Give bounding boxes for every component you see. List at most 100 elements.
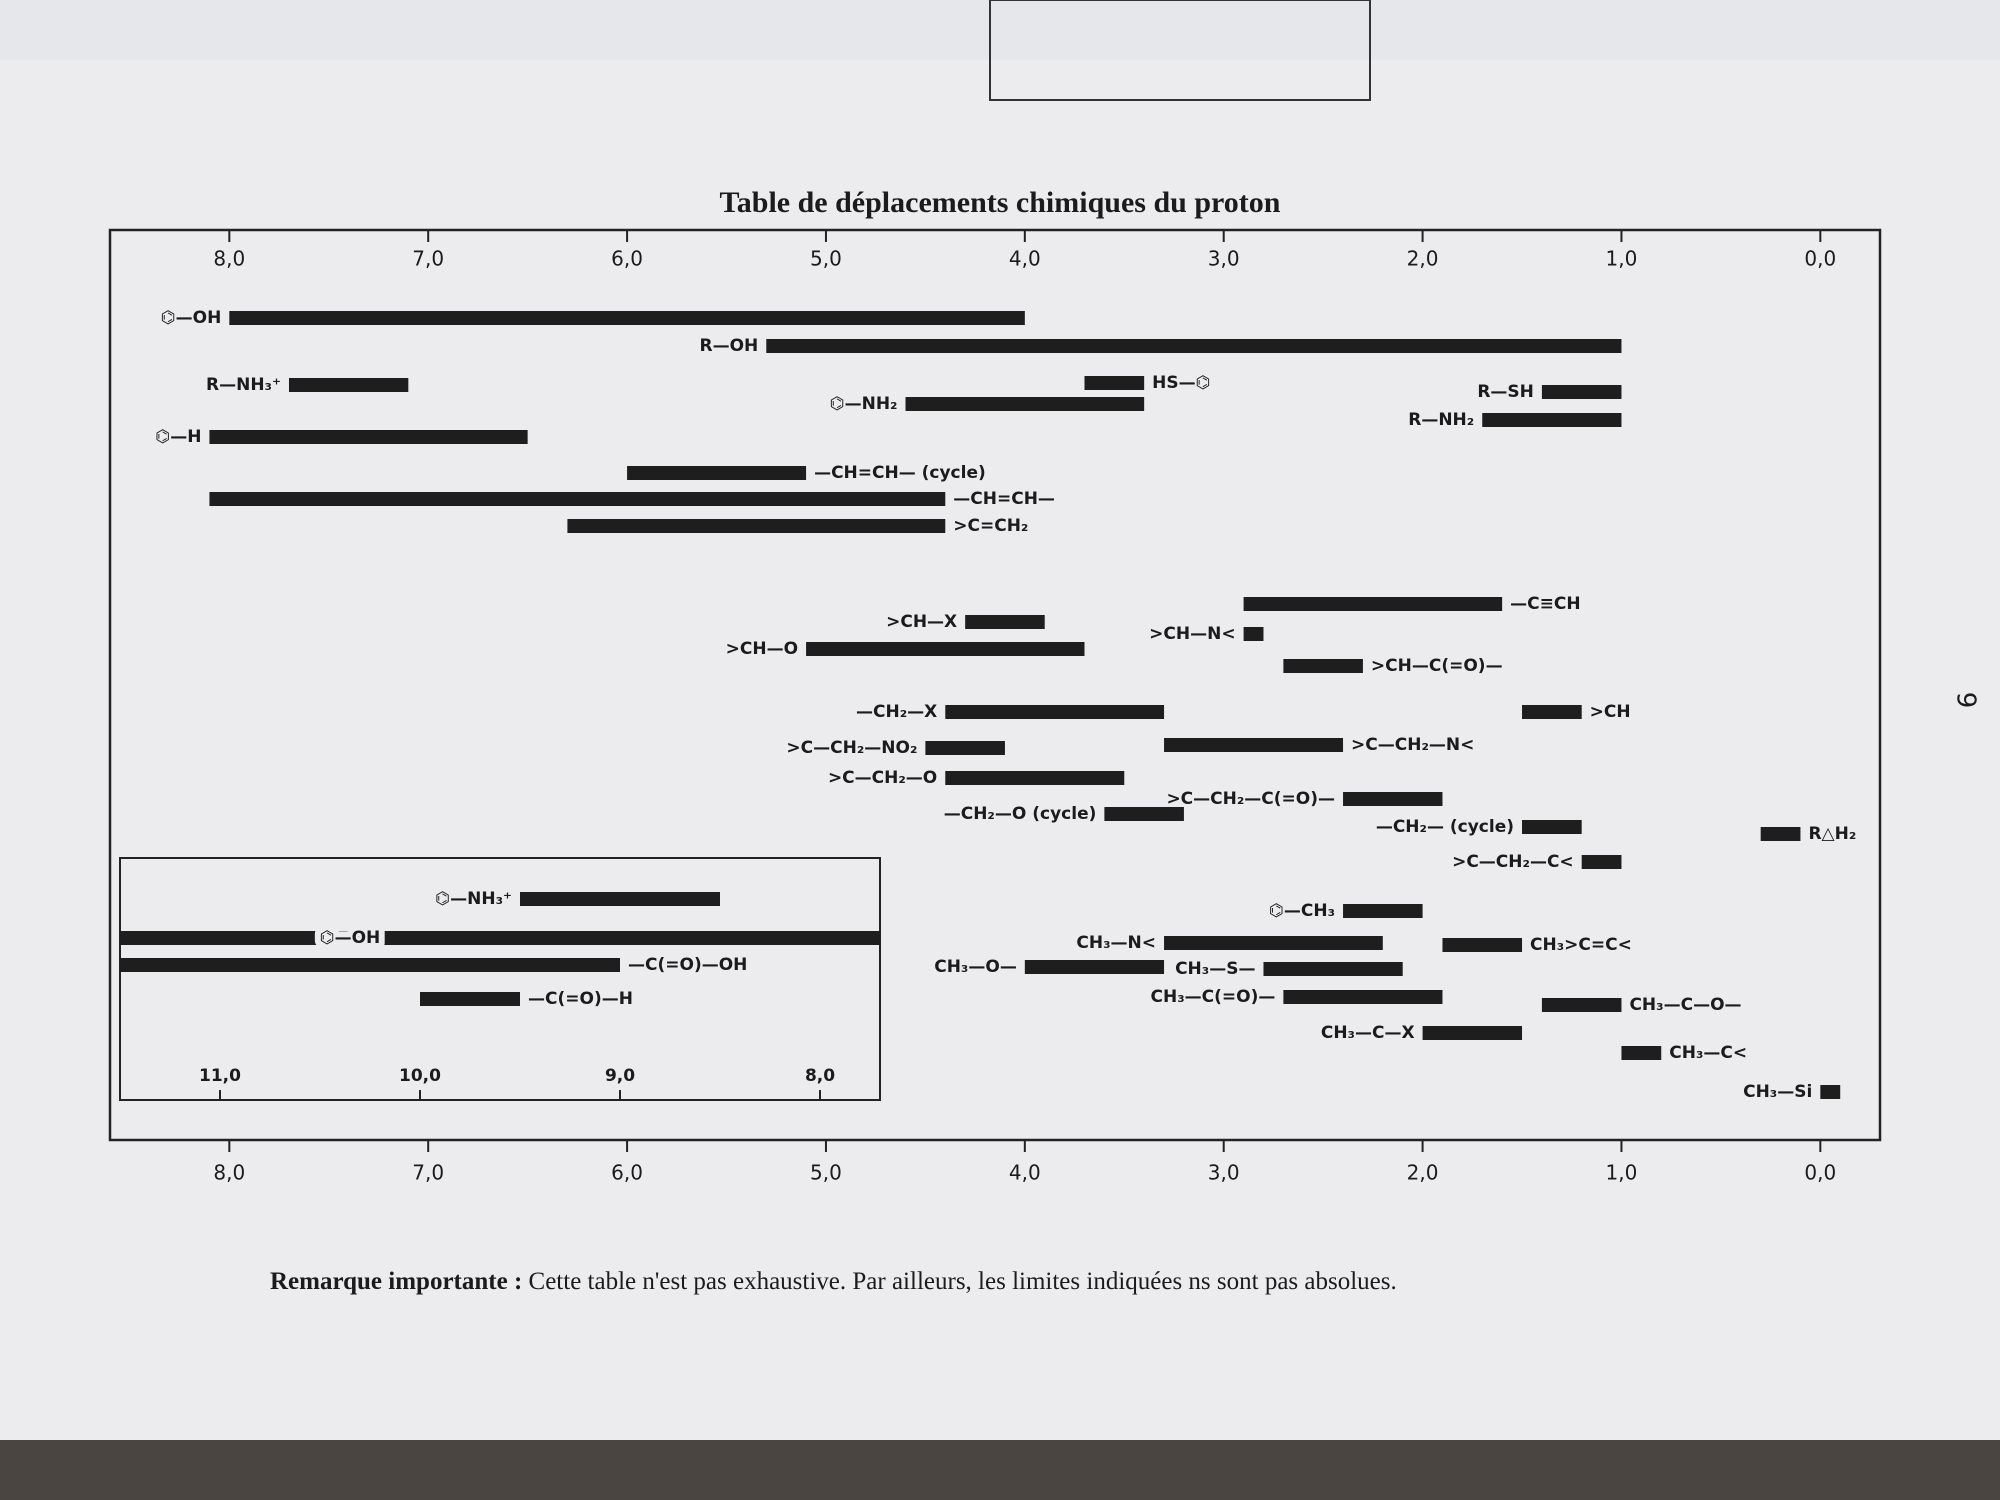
shift-range-bar	[520, 892, 720, 906]
chart-title: Table de déplacements chimiques du proto…	[720, 186, 1281, 219]
bars	[209, 311, 1841, 1099]
shift-range-bar	[1084, 376, 1145, 390]
shift-range-bar	[1541, 385, 1622, 399]
group-label: >C—CH₂—NO₂	[786, 738, 917, 758]
group-label: ⌬—OH	[320, 928, 381, 948]
group-label: —CH₂—O (cycle)	[944, 804, 1097, 824]
shift-range-bar	[1820, 1085, 1841, 1099]
shift-range-bar	[1522, 820, 1582, 834]
group-label: >CH—O	[726, 639, 798, 659]
inset-x-tick-label: 11,0	[199, 1066, 241, 1086]
chart-frame	[108, 228, 1882, 1142]
group-label: >C—CH₂—N<	[1351, 735, 1474, 755]
x-tick-label-bottom: 6,0	[611, 1161, 643, 1185]
x-tick-label-top: 2,0	[1407, 247, 1439, 271]
x-tick-label-bottom: 4,0	[1009, 1161, 1041, 1185]
shift-range-bar	[1104, 807, 1184, 821]
note: Remarque importante : Cette table n'est …	[270, 1268, 1397, 1295]
group-label: CH₃—C—X	[1321, 1023, 1415, 1043]
group-label: CH₃—C(=O)—	[1150, 987, 1275, 1007]
shift-range-bar	[1343, 792, 1443, 806]
shift-range-bar	[1442, 938, 1523, 952]
page-number: 9	[1951, 692, 1981, 709]
group-label: R—NH₂	[1408, 410, 1474, 430]
group-label: CH₃—N<	[1076, 933, 1156, 953]
desk	[0, 1440, 2000, 1500]
x-tick-label-bottom: 3,0	[1208, 1161, 1240, 1185]
shift-range-bar	[1541, 998, 1622, 1012]
group-label: —CH=CH— (cycle)	[814, 463, 986, 483]
x-tick-label-top: 3,0	[1208, 247, 1240, 271]
x-tick-label-bottom: 7,0	[412, 1161, 444, 1185]
shift-range-bar	[1283, 990, 1443, 1004]
shift-range-bar	[945, 771, 1125, 785]
group-label: R△H₂	[1808, 824, 1856, 844]
inset-x-tick-label: 10,0	[399, 1066, 441, 1086]
x-tick-label-bottom: 1,0	[1606, 1161, 1638, 1185]
inset-x-tick-label: 9,0	[605, 1066, 635, 1086]
group-label: —C≡CH	[1510, 594, 1580, 614]
group-label: —C(=O)—H	[528, 989, 633, 1009]
shift-range-bar	[905, 397, 1145, 411]
shift-range-bar	[567, 519, 946, 533]
group-label: —CH=CH—	[953, 489, 1055, 509]
group-label: R—SH	[1477, 382, 1534, 402]
header-box	[989, 0, 1371, 101]
group-label: R—OH	[700, 336, 759, 356]
group-label: HS—⌬	[1152, 373, 1210, 393]
shift-range-bar	[209, 492, 946, 506]
inset-frame	[119, 857, 881, 1101]
shift-range-bar	[1522, 705, 1582, 719]
shift-range-bar	[120, 931, 880, 945]
group-label: >C—CH₂—C<	[1452, 852, 1574, 872]
shift-range-bar	[1024, 960, 1165, 974]
shift-range-bar	[627, 466, 807, 480]
group-label: >C=CH₂	[953, 516, 1028, 536]
shift-range-bar	[209, 430, 528, 444]
shift-range-bar	[1422, 1026, 1523, 1040]
shift-range-bar	[965, 615, 1045, 629]
shift-range-bar	[1482, 413, 1622, 427]
shift-range-bar	[1243, 627, 1264, 641]
shift-range-bar	[229, 311, 1025, 325]
group-label: >CH—N<	[1149, 624, 1235, 644]
x-tick-label-bottom: 8,0	[213, 1161, 245, 1185]
group-label: —CH₂—X	[856, 702, 937, 722]
shift-range-bar	[766, 339, 1622, 353]
x-tick-label-top: 8,0	[213, 247, 245, 271]
shift-range-bar	[420, 992, 520, 1006]
shift-range-bar	[1581, 855, 1622, 869]
x-tick-label-bottom: 5,0	[810, 1161, 842, 1185]
group-label: >C—CH₂—C(=O)—	[1166, 789, 1335, 809]
x-tick-label-top: 7,0	[412, 247, 444, 271]
group-label: ⌬—NH₂	[830, 394, 898, 414]
group-label: CH₃—O—	[934, 957, 1017, 977]
group-label: —CH₂— (cycle)	[1376, 817, 1514, 837]
shift-range-bar	[288, 378, 409, 392]
group-label: ⌬—OH	[161, 308, 222, 328]
shift-range-bar	[1164, 936, 1383, 950]
x-tick-label-top: 5,0	[810, 247, 842, 271]
x-tick-label-top: 0,0	[1804, 247, 1836, 271]
group-label: —C(=O)—OH	[628, 955, 747, 975]
group-label: CH₃—C<	[1669, 1043, 1747, 1063]
group-label: CH₃—C—O—	[1629, 995, 1741, 1015]
inset-x-tick-label: 8,0	[805, 1066, 835, 1086]
group-label: CH₃>C=C<	[1530, 935, 1632, 955]
group-label: >CH—X	[886, 612, 957, 632]
group-label: ⌬—CH₃	[1269, 901, 1335, 921]
group-label: R—NH₃⁺	[206, 375, 281, 395]
group-label: CH₃—Si	[1743, 1082, 1812, 1102]
group-label: ⌬—H	[155, 427, 201, 447]
group-label: ⌬—NH₃⁺	[435, 889, 512, 909]
x-tick-label-bottom: 2,0	[1407, 1161, 1439, 1185]
shift-range-bar	[1760, 827, 1801, 841]
group-label: >CH	[1590, 702, 1631, 722]
x-tick-label-bottom: 0,0	[1804, 1161, 1836, 1185]
x-tick-label-top: 1,0	[1606, 247, 1638, 271]
shift-range-bar	[806, 642, 1085, 656]
inset-bars	[120, 892, 880, 1006]
